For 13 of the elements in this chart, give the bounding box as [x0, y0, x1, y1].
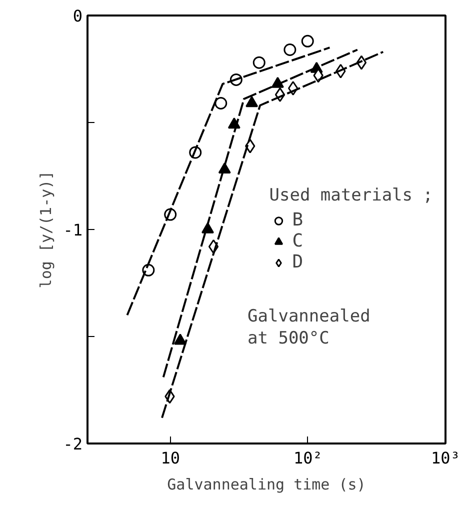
x-tick-label: 10² — [293, 448, 322, 468]
x-tick-label: 10³ — [431, 448, 460, 468]
y-axis-title: log [y/(1-y)] — [37, 170, 56, 288]
legend-label: B — [292, 210, 304, 230]
legend-label: D — [292, 252, 304, 272]
y-tick-label: -2 — [63, 434, 82, 454]
legend-title: Used materials ; — [269, 186, 433, 206]
x-tick-label: 10 — [160, 448, 180, 468]
legend-label: C — [292, 230, 304, 252]
annotation: Galvannealed at 500°C — [248, 306, 370, 348]
x-axis-title: Galvannealing time (s) — [167, 476, 366, 494]
y-tick-label: -1 — [63, 220, 82, 240]
y-tick-label: 0 — [72, 6, 83, 26]
